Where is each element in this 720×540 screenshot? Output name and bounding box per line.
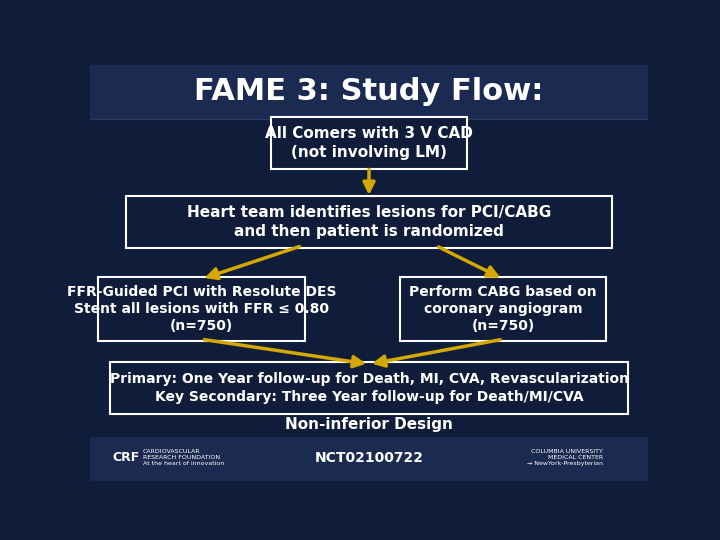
Text: CRF: CRF (112, 451, 140, 464)
Text: All Comers with 3 V CAD
(not involving LM): All Comers with 3 V CAD (not involving L… (265, 126, 473, 159)
Text: FFR-Guided PCI with Resolute DES
Stent all lesions with FFR ≤ 0.80
(n=750): FFR-Guided PCI with Resolute DES Stent a… (67, 285, 336, 333)
Text: CARDIOVASCULAR
RESEARCH FOUNDATION
At the heart of innovation: CARDIOVASCULAR RESEARCH FOUNDATION At th… (143, 449, 224, 466)
FancyBboxPatch shape (109, 362, 629, 414)
Text: COLUMBIA UNIVERSITY
MEDICAL CENTER
→ NewYork-Presbyterian: COLUMBIA UNIVERSITY MEDICAL CENTER → New… (527, 449, 603, 467)
Text: Perform CABG based on
coronary angiogram
(n=750): Perform CABG based on coronary angiogram… (409, 285, 597, 333)
FancyBboxPatch shape (126, 196, 612, 248)
FancyBboxPatch shape (400, 277, 606, 341)
FancyBboxPatch shape (99, 277, 305, 341)
Text: Primary: One Year follow-up for Death, MI, CVA, Revascularization
Key Secondary:: Primary: One Year follow-up for Death, M… (109, 373, 629, 404)
FancyBboxPatch shape (90, 65, 648, 119)
Text: Non-inferior Design: Non-inferior Design (285, 417, 453, 432)
Text: FAME 3: Study Flow:: FAME 3: Study Flow: (194, 77, 544, 106)
Text: Heart team identifies lesions for PCI/CABG
and then patient is randomized: Heart team identifies lesions for PCI/CA… (187, 205, 551, 239)
Text: NCT02100722: NCT02100722 (315, 451, 423, 465)
FancyBboxPatch shape (271, 117, 467, 168)
FancyBboxPatch shape (90, 437, 648, 481)
